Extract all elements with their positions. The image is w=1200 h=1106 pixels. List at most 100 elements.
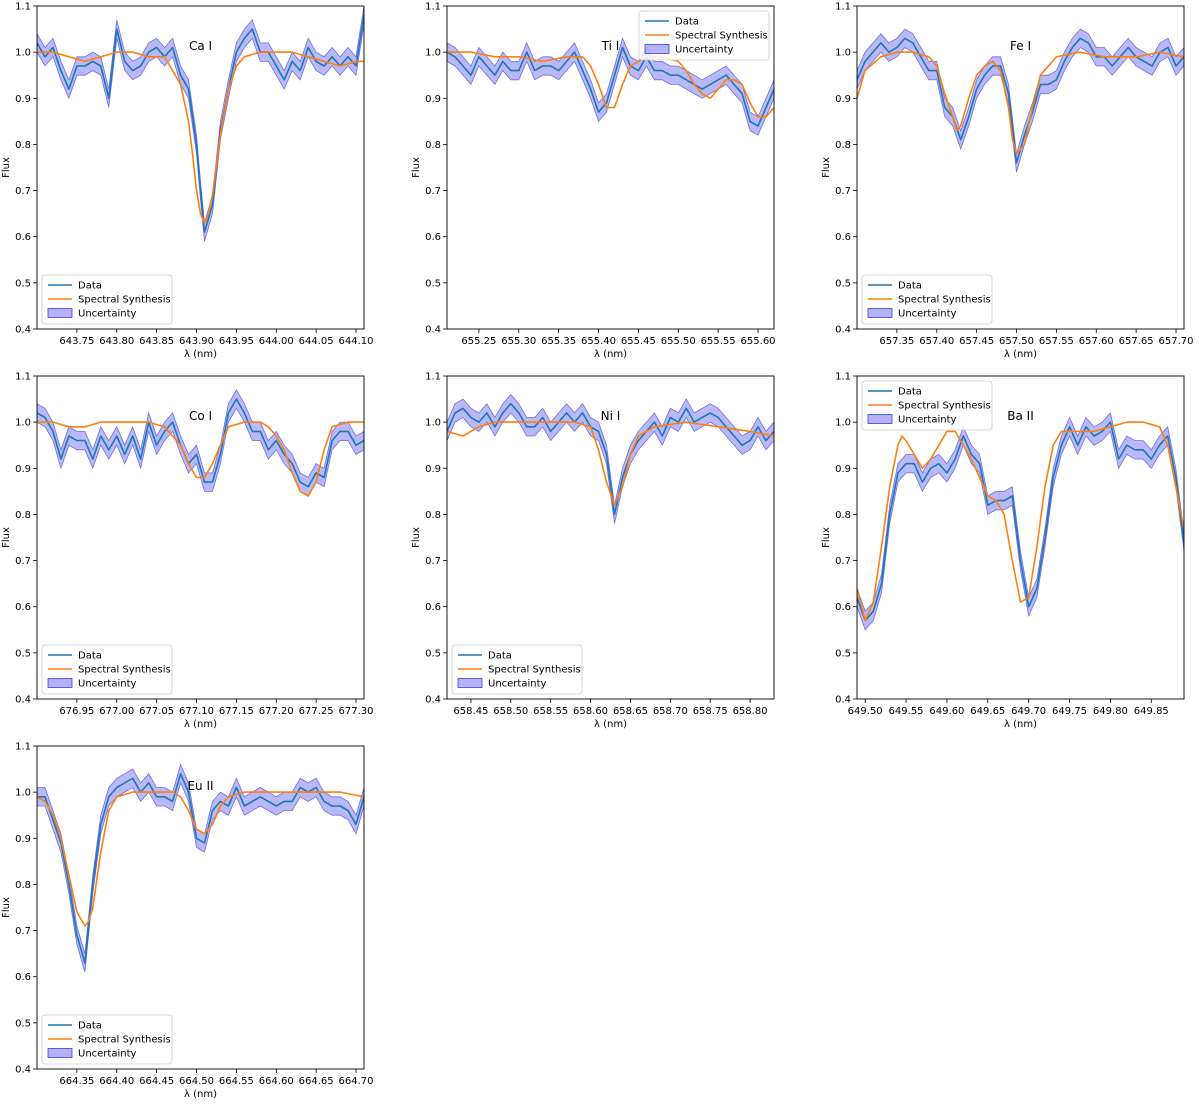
x-tick-label: 658.65: [613, 706, 648, 717]
plot-area: [37, 388, 364, 497]
legend-entry: Uncertainty: [488, 679, 547, 690]
y-tick-label: 0.5: [15, 1018, 31, 1029]
data-line: [37, 398, 364, 488]
legend-entry: Uncertainty: [898, 415, 957, 426]
x-axis-label: λ (nm): [184, 349, 217, 360]
x-tick-label: 676.95: [59, 706, 94, 717]
axes-frame: [36, 375, 365, 700]
x-tick-label: 677.25: [299, 706, 334, 717]
legend: Data Spectral Synthesis Uncertainty: [41, 644, 173, 695]
synthesis-line: [37, 791, 364, 927]
y-tick-label: 1.0: [425, 48, 441, 59]
y-tick-label: 0.8: [15, 510, 31, 521]
legend: Data Spectral Synthesis Uncertainty: [451, 644, 583, 695]
panel-co-i: 676.95 677.00 677.05 677.10 677.15 677.20 677.…: [1, 372, 374, 731]
legend-entry: Uncertainty: [898, 309, 957, 320]
axes-frame: [36, 745, 365, 1070]
legend-entry: Spectral Synthesis: [675, 31, 768, 42]
x-tick-label: 658.50: [493, 706, 528, 717]
legend-entry: Spectral Synthesis: [78, 295, 171, 306]
x-tick-label: 649.55: [889, 706, 924, 717]
plot-area: [447, 393, 774, 524]
legend-entry: Spectral Synthesis: [898, 295, 991, 306]
x-tick-label: 658.45: [453, 706, 488, 717]
x-axis-label: λ (nm): [1004, 719, 1037, 730]
y-tick-label: 0.9: [15, 94, 31, 105]
legend-box: [41, 1014, 173, 1065]
x-tick-label: 658.80: [733, 706, 768, 717]
x-tick-label: 664.40: [99, 1076, 134, 1087]
data-line: [37, 772, 364, 964]
y-tick-label: 0.5: [15, 278, 31, 289]
y-tick-label: 1.0: [15, 788, 31, 799]
y-tick-label: 0.7: [15, 926, 31, 937]
uncertainty-band: [857, 412, 1184, 631]
x-tick-label: 643.85: [139, 336, 174, 347]
y-tick-label: 1.1: [15, 372, 31, 383]
y-tick-label: 0.7: [835, 556, 851, 567]
legend: Data Spectral Synthesis Uncertainty: [861, 274, 993, 325]
y-tick-label: 0.4: [425, 695, 441, 706]
synthesis-line: [447, 421, 774, 507]
legend-entry: Data: [78, 281, 102, 292]
x-tick-label: 664.35: [59, 1076, 94, 1087]
x-tick-label: 658.60: [573, 706, 608, 717]
y-tick-label: 0.7: [425, 186, 441, 197]
x-tick-label: 644.05: [299, 336, 334, 347]
data-line: [857, 421, 1184, 622]
x-tick-label: 664.65: [299, 1076, 334, 1087]
synthesis-line: [857, 51, 1184, 155]
x-tick-label: 677.15: [219, 706, 254, 717]
element-label: Fe I: [1010, 39, 1031, 53]
panel-ti-i: 655.25 655.30 655.35 655.40 655.45 655.50 655.…: [411, 2, 776, 361]
element-label: Ba II: [1007, 409, 1033, 423]
plot-area: [857, 28, 1184, 173]
x-tick-label: 664.60: [259, 1076, 294, 1087]
x-axis-label: λ (nm): [594, 349, 627, 360]
x-tick-label: 664.45: [139, 1076, 174, 1087]
x-tick-label: 657.50: [999, 336, 1034, 347]
y-tick-label: 1.0: [835, 418, 851, 429]
x-tick-label: 658.75: [693, 706, 728, 717]
uncertainty-band: [37, 763, 364, 973]
element-label: Ni I: [601, 409, 621, 423]
panel-fe-i: 657.35 657.40 657.45 657.50 657.55 657.60 657.…: [821, 2, 1194, 361]
legend-uncertainty-swatch: [867, 414, 893, 424]
data-line: [37, 15, 364, 233]
panel-ca-i: 643.75 643.80 643.85 643.90 643.95 644.00 644.…: [1, 2, 374, 361]
plot-area: [37, 6, 364, 242]
x-tick-label: 655.60: [741, 336, 776, 347]
y-tick-label: 0.6: [425, 232, 441, 243]
y-tick-label: 1.0: [15, 418, 31, 429]
x-tick-label: 655.30: [501, 336, 536, 347]
x-tick-label: 643.90: [179, 336, 214, 347]
x-tick-label: 644.10: [339, 336, 374, 347]
legend: Data Spectral Synthesis Uncertainty: [638, 10, 770, 61]
y-tick-label: 1.1: [835, 2, 851, 13]
legend-uncertainty-swatch: [457, 678, 483, 688]
y-axis-label: Flux: [1, 157, 12, 178]
x-tick-label: 677.00: [99, 706, 134, 717]
legend-entry: Spectral Synthesis: [898, 401, 991, 412]
y-tick-label: 0.4: [835, 325, 851, 336]
y-tick-label: 0.7: [15, 556, 31, 567]
y-tick-label: 0.9: [425, 464, 441, 475]
y-tick-label: 0.7: [15, 186, 31, 197]
legend-entry: Data: [898, 281, 922, 292]
y-axis-label: Flux: [821, 527, 832, 548]
y-tick-label: 1.1: [425, 2, 441, 13]
x-tick-label: 677.20: [259, 706, 294, 717]
y-tick-label: 0.9: [425, 94, 441, 105]
element-label: Ti I: [601, 39, 620, 53]
legend-entry: Uncertainty: [78, 679, 137, 690]
axes-frame: [446, 375, 775, 700]
x-axis-label: λ (nm): [184, 719, 217, 730]
y-tick-label: 1.1: [835, 372, 851, 383]
legend: Data Spectral Synthesis Uncertainty: [861, 380, 993, 431]
y-tick-label: 1.1: [425, 372, 441, 383]
y-tick-label: 0.4: [835, 695, 851, 706]
y-tick-label: 1.0: [835, 48, 851, 59]
legend-box: [861, 274, 993, 325]
legend-entry: Uncertainty: [675, 45, 734, 56]
